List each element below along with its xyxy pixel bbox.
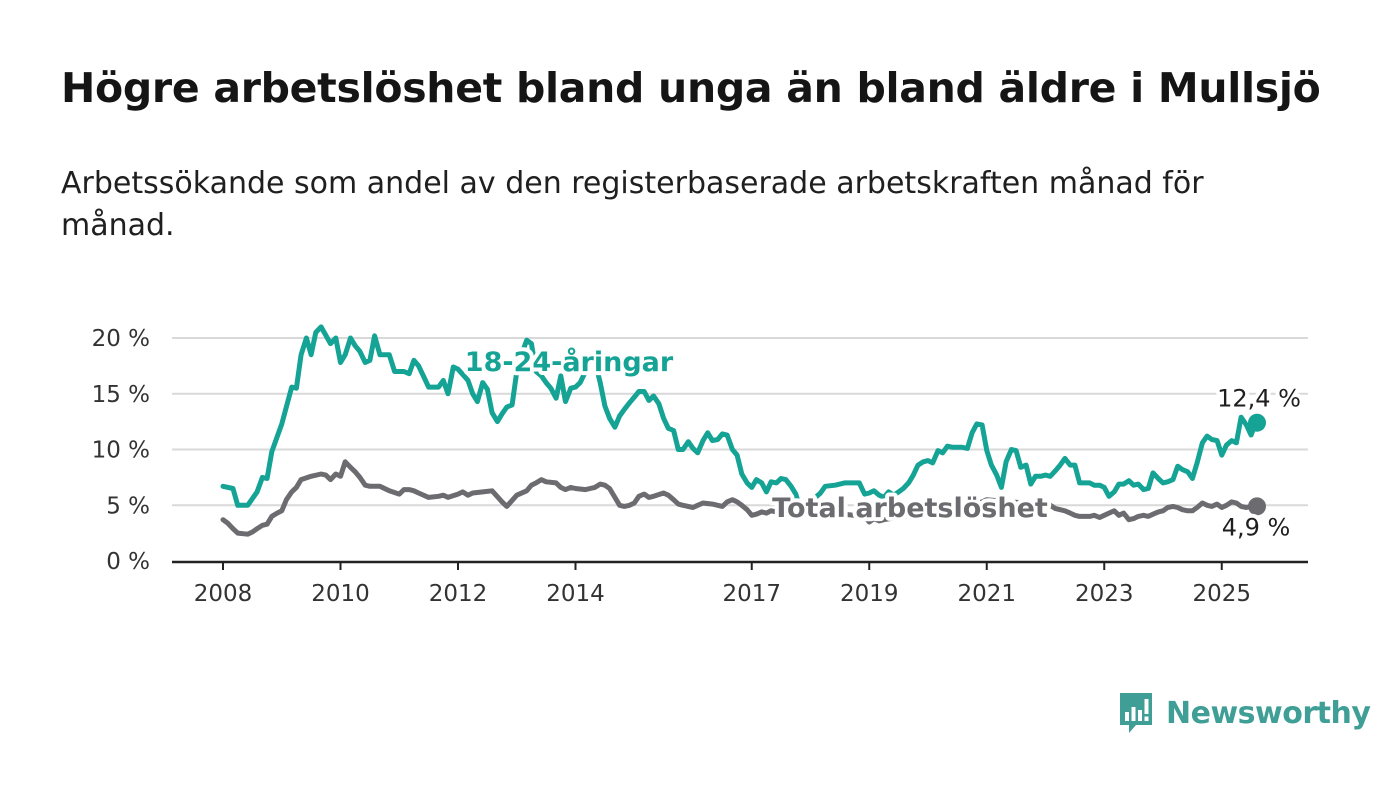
x-tick-label: 2017 <box>722 581 781 607</box>
series-label-total: Total arbetslöshet <box>772 493 1048 524</box>
x-axis: 2008 2010 2012 2014 2017 2019 2021 2023 2025 <box>172 560 1308 607</box>
x-tick-label: 2023 <box>1075 581 1134 607</box>
end-value-total: 4,9 % <box>1222 513 1291 541</box>
x-tick-label: 2010 <box>311 581 370 607</box>
series-line <box>220 459 1260 537</box>
series-line <box>220 324 1260 514</box>
y-tick-label: 15 % <box>92 382 150 408</box>
y-axis-ticks: 0 % 5 % 10 % 15 % 20 % <box>92 326 150 575</box>
y-tick-label: 0 % <box>106 549 150 575</box>
x-tick-label: 2025 <box>1192 581 1251 607</box>
newsworthy-logo-icon <box>1120 693 1152 733</box>
end-point-marker <box>1248 413 1266 432</box>
y-tick-label: 5 % <box>106 493 150 519</box>
newsworthy-logo: Newsworthy <box>1118 690 1371 736</box>
x-tick-label: 2021 <box>957 581 1016 607</box>
y-tick-label: 20 % <box>92 326 150 352</box>
x-tick-label: 2012 <box>429 581 488 607</box>
chart-title: Högre arbetslöshet bland unga än bland ä… <box>61 64 1321 112</box>
chart-subtitle: Arbetssökande som andel av den registerb… <box>61 166 1204 243</box>
end-value-youth: 12,4 % <box>1217 385 1301 413</box>
grid-lines <box>172 337 1308 507</box>
series-labels: 18-24-åringar Total arbetslöshet 12,4 % 4,9… <box>461 342 1305 545</box>
x-tick-label: 2019 <box>840 581 899 607</box>
x-tick-label: 2014 <box>546 581 605 607</box>
series-lines <box>220 324 1266 537</box>
end-point-marker <box>1248 497 1266 516</box>
y-tick-label: 10 % <box>92 438 150 464</box>
brand-name: Newsworthy <box>1166 695 1371 731</box>
x-tick-label: 2008 <box>194 581 253 607</box>
series-label-youth: 18-24-åringar <box>465 346 674 378</box>
